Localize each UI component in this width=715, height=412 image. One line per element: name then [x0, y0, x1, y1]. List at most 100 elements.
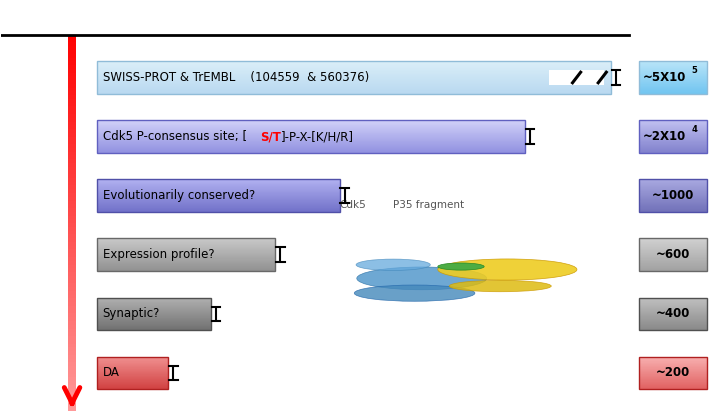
Bar — [97, 244, 275, 245]
Bar — [639, 306, 707, 307]
Bar — [69, 404, 76, 407]
Bar — [97, 62, 611, 63]
Bar — [639, 308, 707, 309]
Bar — [639, 128, 707, 129]
Bar — [69, 317, 76, 321]
Bar — [97, 66, 611, 67]
Bar — [69, 246, 76, 250]
Bar — [97, 253, 275, 254]
Bar — [69, 355, 76, 358]
Bar — [639, 366, 707, 367]
Bar — [97, 72, 611, 73]
Bar — [639, 180, 707, 181]
Bar — [97, 138, 526, 139]
Bar — [639, 323, 707, 324]
Bar — [639, 322, 707, 323]
Bar — [97, 139, 526, 140]
Bar — [97, 240, 275, 241]
Ellipse shape — [355, 285, 475, 301]
Bar — [639, 120, 707, 153]
Text: Synaptic?: Synaptic? — [103, 307, 160, 320]
Bar — [69, 332, 76, 336]
Bar — [97, 326, 211, 327]
Text: Cdk5 P-consensus site; [: Cdk5 P-consensus site; [ — [103, 130, 247, 143]
Bar — [97, 322, 211, 323]
Bar — [97, 246, 275, 247]
Bar — [69, 238, 76, 242]
Bar — [97, 87, 611, 88]
Bar — [97, 150, 526, 151]
Text: SWISS-PROT & TrEMBL    (104559  & 560376): SWISS-PROT & TrEMBL (104559 & 560376) — [103, 71, 369, 84]
Bar — [97, 70, 611, 71]
Bar — [639, 129, 707, 130]
Bar — [97, 318, 211, 319]
Bar — [639, 183, 707, 184]
Bar — [639, 247, 707, 248]
Bar — [639, 61, 707, 62]
Bar — [639, 144, 707, 145]
Bar — [69, 377, 76, 381]
Bar — [639, 210, 707, 211]
Bar — [97, 205, 340, 206]
Bar — [97, 248, 275, 249]
Text: ]-P-X-[K/H/R]: ]-P-X-[K/H/R] — [281, 130, 354, 143]
Bar — [69, 321, 76, 325]
Bar — [639, 257, 707, 258]
Bar — [639, 361, 707, 362]
Bar — [639, 70, 707, 71]
Bar — [69, 99, 76, 103]
Bar — [69, 155, 76, 159]
Bar — [639, 191, 707, 192]
Bar — [97, 86, 611, 87]
Bar — [97, 181, 340, 182]
Bar — [639, 258, 707, 259]
Bar — [639, 319, 707, 320]
Bar — [97, 307, 211, 308]
Bar — [97, 148, 526, 149]
Bar — [639, 190, 707, 191]
Bar — [639, 311, 707, 312]
Bar — [97, 144, 526, 145]
Bar — [97, 318, 211, 319]
Bar — [69, 140, 76, 144]
Bar — [639, 92, 707, 93]
Bar — [639, 260, 707, 261]
Bar — [639, 187, 707, 188]
Bar — [97, 363, 169, 364]
Bar — [97, 83, 611, 84]
Bar — [97, 127, 526, 128]
Bar — [639, 246, 707, 247]
Bar — [639, 150, 707, 151]
Bar — [639, 134, 707, 135]
Bar — [639, 320, 707, 321]
Bar — [639, 369, 707, 370]
Bar — [69, 219, 76, 223]
Bar — [69, 370, 76, 374]
Bar — [639, 365, 707, 366]
Bar — [97, 64, 611, 65]
Bar — [639, 262, 707, 263]
Bar — [97, 186, 340, 187]
Bar — [69, 103, 76, 106]
Bar — [69, 389, 76, 393]
Bar — [69, 227, 76, 231]
Bar — [97, 260, 275, 261]
Bar — [97, 361, 169, 362]
Bar — [69, 268, 76, 272]
Bar — [97, 191, 340, 192]
Bar — [69, 159, 76, 163]
Bar — [97, 361, 169, 362]
Bar — [97, 382, 169, 383]
Bar — [97, 329, 211, 330]
Bar — [639, 385, 707, 386]
Bar — [639, 387, 707, 388]
Bar — [97, 125, 526, 126]
Bar — [69, 374, 76, 377]
Bar — [639, 265, 707, 266]
Bar — [639, 179, 707, 212]
Bar — [639, 388, 707, 389]
Bar — [639, 72, 707, 73]
Bar — [639, 63, 707, 64]
Bar — [639, 255, 707, 256]
Bar — [97, 243, 275, 244]
